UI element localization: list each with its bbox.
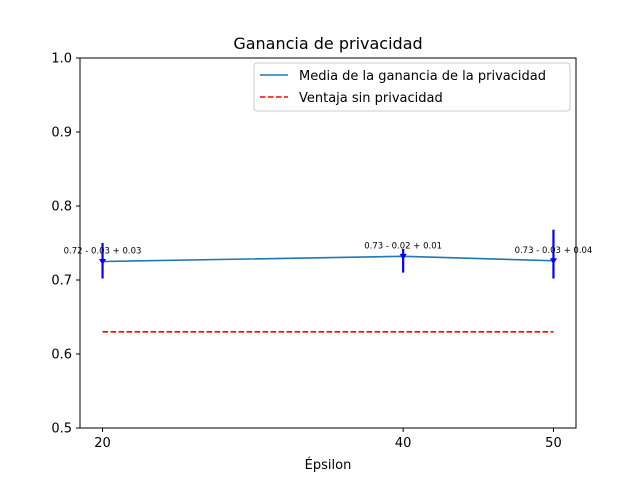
- x-axis-label: Épsilon: [305, 457, 352, 473]
- x-tick-label: 50: [545, 436, 562, 451]
- y-tick-label: 0.6: [51, 348, 72, 363]
- data-point-marker: [399, 253, 407, 260]
- y-tick-label: 0.7: [51, 274, 72, 289]
- y-tick-label: 0.9: [51, 126, 72, 141]
- data-label: 0.72 - 0.03 + 0.03: [64, 247, 142, 257]
- y-tick-label: 1.0: [51, 52, 72, 67]
- y-axis: 0.5 0.6 0.7 0.8 0.9 1.0: [51, 52, 80, 437]
- data-label: 0.73 - 0.03 + 0.04: [515, 246, 593, 256]
- x-axis: 20 40 50: [94, 428, 562, 451]
- y-tick-label: 0.8: [51, 200, 72, 215]
- data-label-layer: 0.72 - 0.03 + 0.03 0.73 - 0.02 + 0.01 0.73…: [64, 241, 593, 256]
- legend: Media de la ganancia de la privacidad Ve…: [253, 62, 571, 112]
- plot-area-frame: [79, 57, 577, 429]
- data-label: 0.73 - 0.02 + 0.01: [364, 241, 442, 251]
- legend-entry-baseline: Ventaja sin privacidad: [299, 91, 443, 106]
- legend-frame: [253, 62, 571, 112]
- y-tick-label: 0.5: [51, 422, 72, 437]
- series-line-mean: [102, 255, 554, 263]
- data-point-marker: [99, 259, 107, 265]
- legend-entry-mean: Media de la ganancia de la privacidad: [299, 69, 546, 84]
- data-point-marker: [549, 258, 557, 265]
- x-tick-label: 20: [94, 436, 111, 451]
- x-tick-label: 40: [395, 436, 412, 451]
- chart-title: Ganancia de privacidad: [233, 34, 422, 53]
- series-layer: [99, 229, 557, 333]
